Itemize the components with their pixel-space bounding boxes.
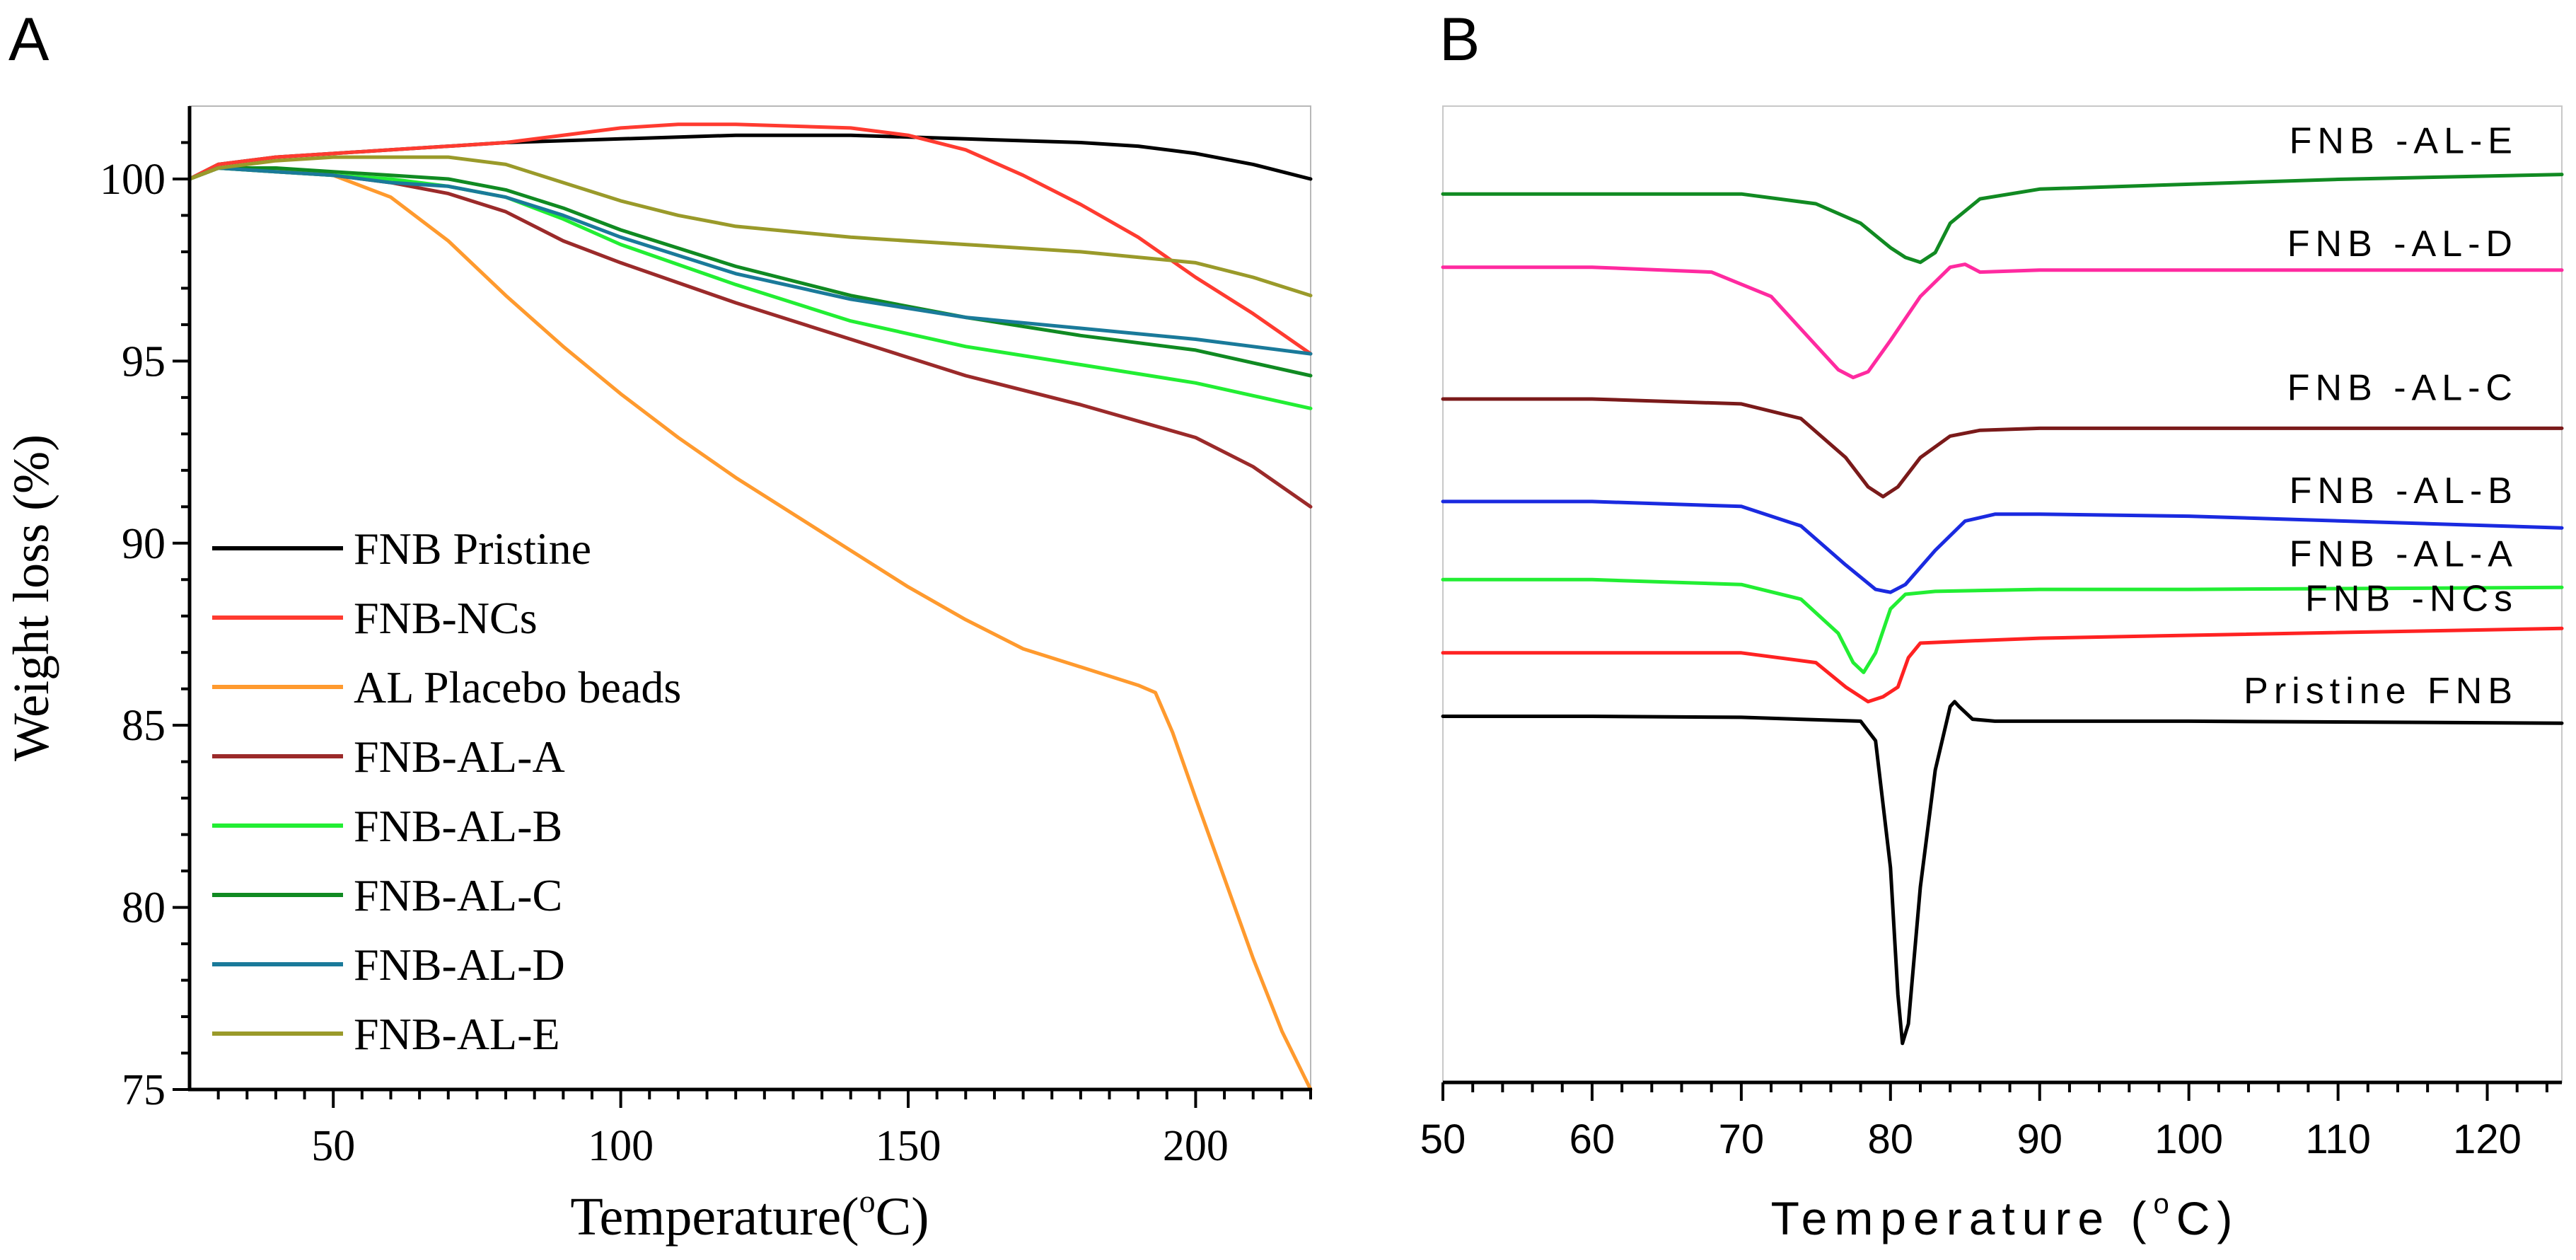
x-tick-label: 150 bbox=[876, 1122, 941, 1170]
series-label-pristine-fnb: Pristine FNB bbox=[2244, 671, 2518, 712]
x-tick-label: 60 bbox=[1570, 1116, 1615, 1162]
x-tick-label: 100 bbox=[588, 1122, 654, 1170]
panel-a-x-axis-label: Temperature(oC) bbox=[570, 1183, 929, 1247]
y-tick-label: 90 bbox=[122, 520, 166, 568]
panel-a-legend: FNB Pristine FNB-NCs AL Placebo beads FNB-A… bbox=[212, 524, 681, 1059]
y-tick-label: 75 bbox=[122, 1066, 166, 1114]
panel-b-series-group bbox=[1441, 173, 2564, 1046]
legend-label-al-placebo-beads: AL Placebo beads bbox=[354, 662, 681, 712]
panel-a-x-axis-label-tail: C) bbox=[876, 1187, 929, 1247]
panel-a-x-axis-label-sup: o bbox=[859, 1183, 876, 1219]
panel-b-x-axis-label-sup: o bbox=[2153, 1189, 2176, 1220]
legend-label-fnb-ncs: FNB-NCs bbox=[354, 593, 538, 643]
series-line-fnb-al-e bbox=[187, 155, 1313, 298]
panel-b-x-ticks: 50 60 70 80 90 100 110 120 bbox=[1420, 1082, 2548, 1162]
x-tick-label: 50 bbox=[311, 1122, 355, 1170]
panel-b-x-axis-label-tail: C) bbox=[2176, 1192, 2240, 1244]
x-tick-label: 90 bbox=[2017, 1116, 2062, 1162]
x-tick-label: 100 bbox=[2154, 1116, 2223, 1162]
y-tick-label: 80 bbox=[122, 884, 166, 932]
panel-a-y-axis-label: Weight loss (%) bbox=[3, 434, 59, 761]
series-line-fnb-al-c bbox=[1441, 397, 2564, 499]
series-line-fnb-al-d bbox=[1441, 262, 2564, 380]
series-label-fnb-al-b: FNB -AL-B bbox=[2290, 470, 2518, 511]
panel-a-x-axis-label-main: Temperature( bbox=[570, 1187, 859, 1247]
legend-label-fnb-al-b: FNB-AL-B bbox=[354, 801, 562, 851]
panel-b-label: B bbox=[1439, 6, 1480, 74]
series-line-fnb-ncs bbox=[187, 122, 1313, 356]
series-line-fnb-al-a bbox=[1441, 577, 2564, 674]
legend-label-fnb-al-e: FNB-AL-E bbox=[354, 1009, 560, 1059]
x-tick-label: 70 bbox=[1719, 1116, 1765, 1162]
panel-a-x-ticks: 50 100 150 200 bbox=[216, 1090, 1312, 1170]
series-line-fnb-al-b bbox=[187, 166, 1313, 410]
series-label-fnb-al-e: FNB -AL-E bbox=[2290, 121, 2518, 162]
panel-a-label: A bbox=[8, 6, 50, 74]
legend-label-fnb-al-c: FNB-AL-C bbox=[354, 870, 562, 920]
series-label-fnb-al-c: FNB -AL-C bbox=[2287, 367, 2518, 408]
panel-a-series-group bbox=[187, 122, 1313, 1092]
series-line-fnb-ncs bbox=[1441, 626, 2564, 704]
series-line-fnb-al-c bbox=[187, 166, 1313, 378]
series-line-fnb-al-e bbox=[1441, 173, 2564, 265]
x-tick-label: 120 bbox=[2453, 1116, 2522, 1162]
panel-a-y-ticks: 75 80 85 90 95 100 bbox=[100, 141, 190, 1114]
x-tick-label: 50 bbox=[1420, 1116, 1466, 1162]
series-label-fnb-ncs: FNB -NCs bbox=[2305, 578, 2518, 619]
y-tick-label: 95 bbox=[122, 337, 166, 386]
series-line-fnb-al-d bbox=[187, 166, 1313, 356]
panel-b-x-axis-label: Temperature (oC) bbox=[1771, 1189, 2240, 1244]
series-label-fnb-al-a: FNB -AL-A bbox=[2290, 533, 2518, 574]
y-tick-label: 100 bbox=[100, 156, 166, 204]
y-tick-label: 85 bbox=[122, 702, 166, 750]
x-tick-label: 200 bbox=[1163, 1122, 1229, 1170]
series-line-al-placebo-beads bbox=[187, 166, 1313, 1092]
x-tick-label: 110 bbox=[2305, 1116, 2370, 1162]
legend-label-fnb-al-a: FNB-AL-A bbox=[354, 732, 565, 782]
series-line-pristine-fnb bbox=[1441, 700, 2564, 1046]
panel-a: A 50 100 150 200 75 80 85 90 95 100 Weight loss … bbox=[3, 6, 1313, 1247]
x-tick-label: 80 bbox=[1868, 1116, 1914, 1162]
series-line-fnb-al-b bbox=[1441, 499, 2564, 594]
legend-label-fnb-al-d: FNB-AL-D bbox=[354, 940, 565, 990]
series-label-fnb-al-d: FNB -AL-D bbox=[2287, 224, 2518, 265]
legend-label-fnb-pristine: FNB Pristine bbox=[354, 524, 591, 574]
panel-b-x-axis-label-main: Temperature ( bbox=[1771, 1192, 2154, 1244]
panel-b-series-labels: FNB -AL-E FNB -AL-D FNB -AL-C FNB -AL-B FNB … bbox=[2244, 121, 2518, 712]
series-line-fnb-al-a bbox=[187, 166, 1313, 509]
